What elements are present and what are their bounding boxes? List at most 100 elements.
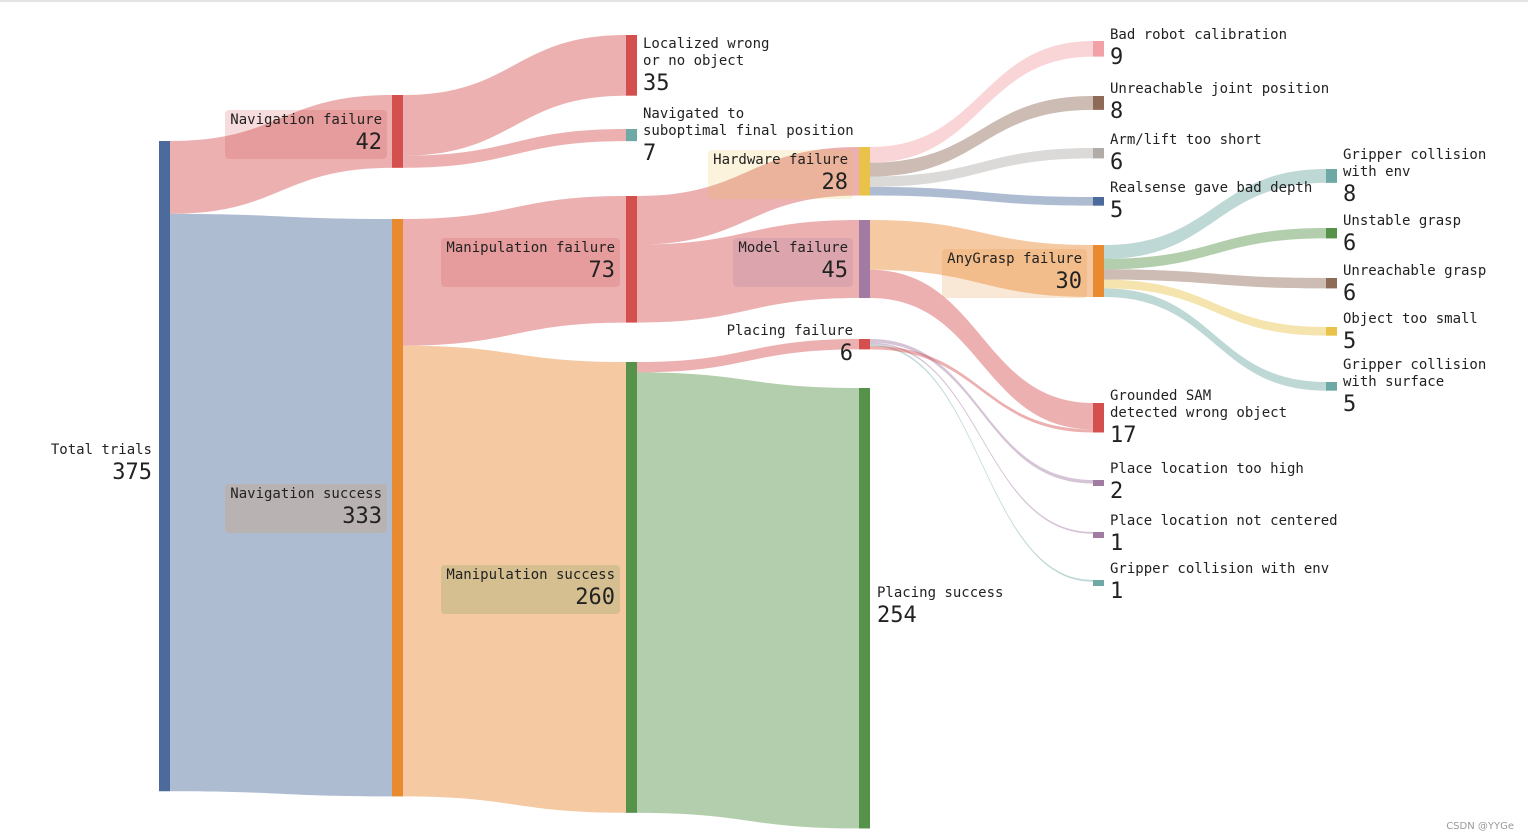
label-value-unreachjoint: 8: [1110, 99, 1124, 124]
label-unreachgrasp: Unreachable grasp 6: [1343, 263, 1486, 307]
label-name-unreachjoint: Unreachable joint position: [1110, 81, 1330, 97]
label-name-hwfail: Hardware failure: [713, 152, 848, 168]
label-value-badcal: 9: [1110, 45, 1124, 70]
label-value-modelfail: 45: [821, 258, 849, 283]
link-placefail-placehigh: [870, 339, 1093, 484]
top-border: [0, 0, 1528, 2]
node-placefail: [859, 339, 870, 350]
label-name-placehigh: Place location too high: [1110, 461, 1304, 477]
label-value-unstable: 6: [1343, 231, 1357, 256]
link-total-navsucc: [170, 213, 392, 797]
node-navsucc: [392, 219, 403, 797]
label-value-placesucc: 254: [877, 603, 917, 628]
label-name-grippercollide: Gripper collision with env: [1110, 561, 1330, 577]
label-mansucc: Manipulation success 260: [441, 565, 620, 614]
node-badcal: [1093, 41, 1104, 57]
link-anygrasp-toosmall: [1104, 279, 1326, 336]
label-navsucc: Navigation success 333: [225, 484, 387, 533]
label-gcenv: Gripper collision with env 8: [1343, 147, 1486, 208]
label-value-subopt: 7: [643, 141, 657, 166]
label-navfail: Navigation failure 42: [225, 110, 387, 159]
label-value-anygrasp: 30: [1055, 269, 1083, 294]
label-name-mansucc: Manipulation success: [446, 567, 615, 583]
label-anygrasp: AnyGrasp failure 30: [942, 249, 1087, 298]
node-modelfail: [859, 220, 870, 299]
label-value-groundedsam: 17: [1110, 423, 1137, 448]
node-gcsurface: [1326, 382, 1337, 391]
label-value-gcsurface: 5: [1343, 392, 1357, 417]
label-realsense: Realsense gave bad depth 5: [1110, 180, 1312, 224]
label-value-manfail: 73: [588, 258, 616, 283]
label-groundedsam: Grounded SAM detected wrong object 17: [1110, 388, 1287, 449]
label-name-manfail: Manipulation failure: [446, 240, 615, 256]
label-badcal: Bad robot calibration 9: [1110, 27, 1287, 71]
label-value-armshort: 6: [1110, 150, 1124, 175]
label-unstable: Unstable grasp 6: [1343, 213, 1461, 257]
label-name-toosmall: Object too small: [1343, 311, 1478, 327]
label-value-placehigh: 2: [1110, 479, 1124, 504]
link-navsucc-manfail: [403, 196, 626, 346]
label-value-placefail: 6: [839, 341, 853, 366]
link-modelfail-anygrasp: [870, 220, 1093, 298]
label-value-gcenv: 8: [1343, 182, 1357, 207]
label-locwrong: Localized wrong or no object 35: [643, 36, 769, 97]
link-navfail-subopt: [403, 129, 626, 168]
label-name-total: Total trials: [50, 442, 152, 458]
label-name-anygrasp: AnyGrasp failure: [947, 251, 1082, 267]
label-total: Total trials 375: [51, 442, 152, 486]
label-name-groundedsam: Grounded SAM detected wrong object: [1110, 388, 1288, 421]
label-name-modelfail: Model failure: [738, 240, 848, 256]
label-placesucc: Placing success 254: [877, 585, 1003, 629]
label-value-locwrong: 35: [643, 71, 670, 96]
label-placenotcenter: Place location not centered 1: [1110, 513, 1338, 557]
node-navfail: [392, 95, 403, 168]
link-anygrasp-gcenv: [1104, 169, 1326, 259]
node-armshort: [1093, 148, 1104, 159]
node-locwrong: [626, 35, 637, 96]
node-placesucc: [859, 388, 870, 829]
link-anygrasp-unstable: [1104, 228, 1326, 270]
link-hwfail-armshort: [870, 148, 1093, 187]
link-anygrasp-unreachgrasp: [1104, 269, 1326, 289]
label-name-subopt: Navigated to suboptimal final position: [643, 106, 854, 139]
label-name-unreachgrasp: Unreachable grasp: [1343, 263, 1487, 279]
link-placefail-placenotcenter: [870, 342, 1093, 534]
node-toosmall: [1326, 327, 1337, 336]
node-anygrasp: [1093, 245, 1104, 298]
label-toosmall: Object too small 5: [1343, 311, 1478, 355]
node-unstable: [1326, 228, 1337, 239]
label-name-placenotcenter: Place location not centered: [1110, 513, 1338, 529]
label-value-grippercollide: 1: [1110, 579, 1124, 604]
link-hwfail-badcal: [870, 41, 1093, 163]
label-subopt: Navigated to suboptimal final position 7: [643, 106, 854, 167]
label-name-armshort: Arm/lift too short: [1110, 132, 1262, 148]
node-gcenv: [1326, 169, 1337, 183]
label-name-badcal: Bad robot calibration: [1110, 27, 1288, 43]
label-unreachjoint: Unreachable joint position 8: [1110, 81, 1329, 125]
label-gcsurface: Gripper collision with surface 5: [1343, 357, 1486, 418]
label-name-locwrong: Localized wrong or no object: [643, 36, 770, 69]
label-manfail: Manipulation failure 73: [441, 238, 620, 287]
link-hwfail-unreachjoint: [870, 96, 1093, 177]
label-value-navfail: 42: [355, 130, 383, 155]
node-unreachgrasp: [1326, 278, 1337, 289]
label-value-realsense: 5: [1110, 198, 1124, 223]
link-placefail-grippercollide: [870, 344, 1093, 582]
label-name-unstable: Unstable grasp: [1343, 213, 1462, 229]
label-name-gcenv: Gripper collision with env: [1343, 147, 1487, 180]
label-value-mansucc: 260: [575, 585, 615, 610]
node-hwfail: [859, 147, 870, 196]
node-mansucc: [626, 362, 637, 813]
link-placefail-groundedsam: [870, 345, 1093, 433]
node-manfail: [626, 196, 637, 323]
link-manfail-modelfail: [637, 220, 859, 323]
watermark: CSDN @YYGe: [1446, 821, 1514, 832]
link-modelfail-groundedsam: [870, 269, 1093, 430]
node-groundedsam: [1093, 403, 1104, 433]
label-value-hwfail: 28: [821, 170, 849, 195]
label-placehigh: Place location too high 2: [1110, 461, 1304, 505]
link-total-navfail: [170, 95, 392, 214]
label-name-realsense: Realsense gave bad depth: [1110, 180, 1313, 196]
link-mansucc-placefail: [637, 339, 859, 373]
